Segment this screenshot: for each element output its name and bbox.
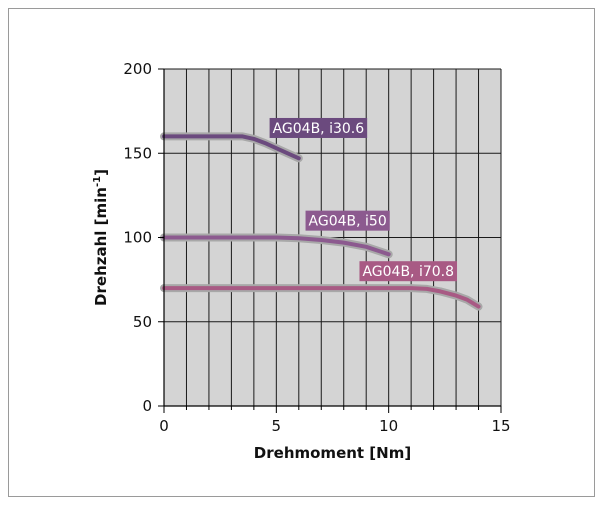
- y-tick-label: 50: [133, 313, 152, 331]
- series-label-text: AG04B, i70.8: [362, 264, 454, 280]
- chart-frame: AG04B, i30.6 AG04B, i50 AG04B, i70.8 0 50 10…: [8, 8, 595, 497]
- series-layer: AG04B, i30.6 AG04B, i50 AG04B, i70.8: [160, 117, 483, 311]
- series-label-2: AG04B, i50: [305, 210, 390, 231]
- y-tick-label: 150: [123, 144, 152, 162]
- x-tick-label: 10: [379, 417, 398, 435]
- y-axis-title-main: Drehzahl [min: [92, 187, 110, 306]
- series-label-box: [359, 261, 458, 282]
- x-tick-label: 0: [159, 417, 169, 435]
- series-label-1: AG04B, i30.6: [269, 117, 368, 138]
- y-tick-label: 100: [123, 229, 152, 247]
- tick-labels: 0 50 100 150 200 0 5 10 15: [123, 60, 510, 435]
- x-tick-label: 5: [272, 417, 282, 435]
- series-label-text: AG04B, i50: [309, 214, 387, 230]
- y-axis-title-superscript: -1: [92, 176, 103, 187]
- series-line-1: [162, 134, 301, 161]
- y-tick-label: 0: [142, 397, 152, 415]
- y-tick-label: 200: [123, 60, 152, 78]
- series-label-text: AG04B, i30.6: [273, 121, 365, 137]
- y-axis-title-close: ]: [92, 169, 110, 176]
- series-line-2: [162, 235, 391, 257]
- series-label-box: [269, 117, 368, 138]
- axes: [158, 68, 502, 413]
- series-label-box: [305, 210, 390, 231]
- series-line-3: [162, 286, 481, 309]
- x-tick-label: 15: [491, 417, 510, 435]
- x-axis-title: Drehmoment [Nm]: [254, 444, 411, 462]
- series-label-3: AG04B, i70.8: [359, 261, 458, 282]
- y-axis-title: Drehzahl [min-1]: [92, 169, 110, 306]
